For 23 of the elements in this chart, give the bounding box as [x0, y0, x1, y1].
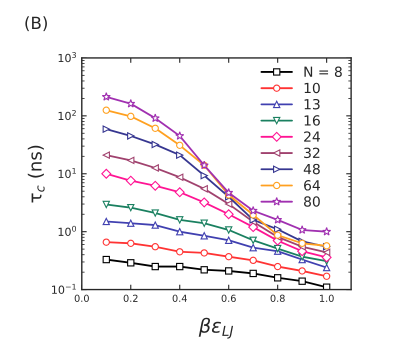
legend-label: 10 [304, 82, 320, 94]
y-tick-label: 10$^{−1}$ [52, 284, 76, 294]
chart-title: (B) [25, 16, 47, 32]
x-tick-label: 0.4 [172, 294, 187, 302]
legend-label: 80 [304, 196, 320, 207]
legend-label: 64 [304, 180, 320, 191]
x-tick-label: 1.0 [320, 294, 334, 302]
legend-label: 16 [304, 115, 320, 126]
y-tick-label: 10$^{3}$ [58, 52, 76, 62]
legend-label: N = 8 [304, 66, 342, 78]
y-tick-label: 10$^{2}$ [58, 110, 76, 120]
y-axis-title: τ$_{c}$ (ns) [28, 146, 45, 202]
legend-label: 24 [304, 131, 320, 142]
legend-label: 13 [304, 98, 320, 110]
legend-label: 48 [304, 164, 320, 174]
y-tick-label: 10$^{0}$ [58, 226, 76, 236]
legend-label: 32 [304, 148, 320, 158]
x-tick-label: 0.2 [124, 294, 138, 302]
x-tick-label: 0.6 [222, 294, 236, 302]
x-tick-label: 0.0 [74, 294, 89, 302]
x-axis-title: βε$_{LJ}$ [198, 318, 234, 339]
x-tick-label: 0.8 [270, 294, 285, 302]
y-tick-label: 10$^{1}$ [58, 168, 76, 178]
